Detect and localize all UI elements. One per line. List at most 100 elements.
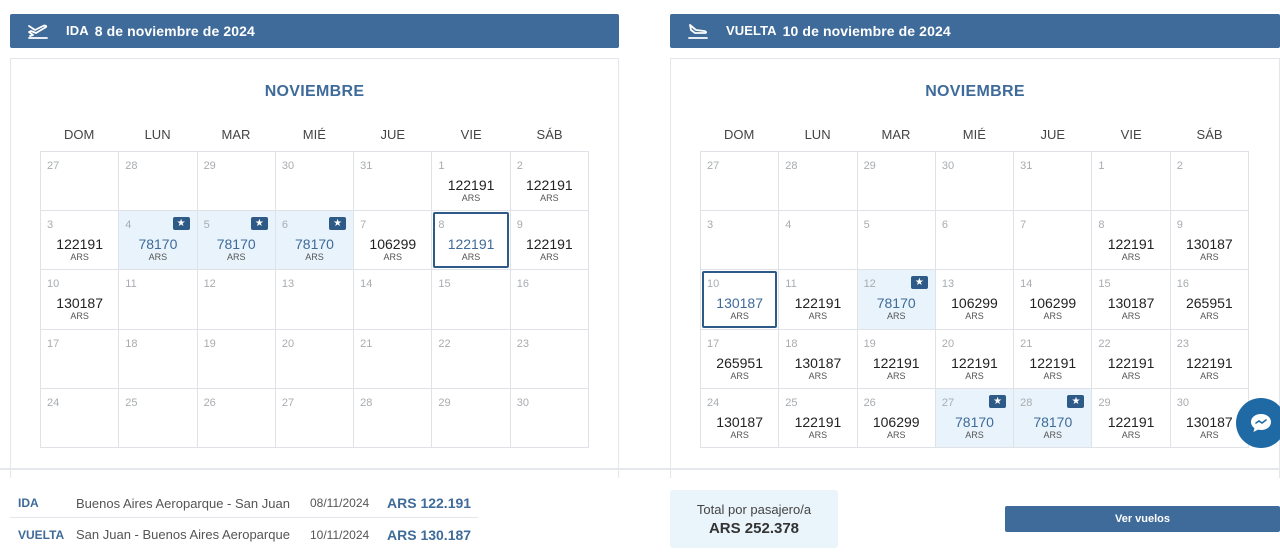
day-number: 7 xyxy=(1020,219,1027,232)
calendar-day[interactable]: 1 122191 ARS xyxy=(432,152,511,212)
calendar-day[interactable]: 25 122191 ARS xyxy=(779,388,858,448)
calendar-day[interactable]: 2 122191 ARS xyxy=(510,152,589,212)
day-number: 24 xyxy=(707,396,720,409)
day-number: 22 xyxy=(1098,337,1111,350)
calendar-day: 26 xyxy=(197,388,276,448)
day-currency: ARS xyxy=(965,311,984,322)
day-currency: ARS xyxy=(540,193,559,203)
calendar-day: 1 xyxy=(1092,152,1171,212)
calendar-day[interactable]: 28 78170 ARS ★ xyxy=(1014,388,1093,448)
calendar-day[interactable]: 19 122191 ARS xyxy=(857,329,936,389)
return-panel: VUELTA 10 de noviembre de 2024 NOVIEMBRE… xyxy=(670,14,1280,478)
calendar-day[interactable]: 4 78170 ARS ★ xyxy=(119,211,198,271)
calendar-day[interactable]: 9 122191 ARS xyxy=(510,211,589,271)
day-price: 122191 xyxy=(1107,413,1155,430)
calendar-day[interactable]: 27 78170 ARS ★ xyxy=(935,388,1015,448)
day-price: 106299 xyxy=(1029,295,1077,312)
weekday-label: SÁB xyxy=(536,127,563,142)
plane-takeoff-icon xyxy=(10,22,66,40)
star-badge-icon: ★ xyxy=(329,217,347,231)
outbound-panel: IDA 8 de noviembre de 2024 NOVIEMBRE DOM… xyxy=(10,14,619,478)
calendar-day-selected[interactable]: 10 130187 ARS xyxy=(701,270,780,330)
day-currency: ARS xyxy=(808,429,828,440)
calendar-day[interactable]: 8 122191 ARS xyxy=(1092,211,1171,271)
day-number: 13 xyxy=(281,278,295,291)
calendar-day[interactable]: 6 78170 ARS ★ xyxy=(275,211,355,271)
day-number: 27 xyxy=(281,396,295,409)
calendar-day[interactable]: 29 122191 ARS xyxy=(1092,388,1171,448)
calendar-day[interactable]: 23 122191 ARS xyxy=(1170,329,1249,389)
summary-outbound-amount: ARS 122.191 xyxy=(387,495,472,511)
day-currency: ARS xyxy=(1200,429,1219,440)
calendar-day-selected[interactable]: 8 122191 ARS xyxy=(432,211,511,271)
day-price: 78170 xyxy=(138,236,178,253)
day-number: 18 xyxy=(125,337,138,350)
day-price: 122191 xyxy=(794,413,842,430)
view-flights-button[interactable]: Ver vuelos xyxy=(1005,506,1280,532)
chat-icon[interactable] xyxy=(1236,398,1280,448)
calendar-day[interactable]: 13 106299 ARS xyxy=(935,270,1015,330)
calendar-day[interactable]: 7 106299 ARS xyxy=(354,211,433,271)
calendar-day: 7 xyxy=(1014,211,1093,271)
calendar-day: 28 xyxy=(354,388,433,448)
return-month-title: NOVIEMBRE xyxy=(925,83,1025,100)
calendar-day: 27 xyxy=(41,152,120,212)
calendar-day: 14 xyxy=(354,270,433,330)
calendar-day[interactable]: 21 122191 ARS xyxy=(1014,329,1093,389)
calendar-day[interactable]: 15 130187 ARS xyxy=(1092,270,1171,330)
calendar-day[interactable]: 9 130187 ARS xyxy=(1170,211,1249,271)
day-number: 28 xyxy=(1020,396,1033,409)
summary-return-date: 10/11/2024 xyxy=(310,527,370,542)
day-price: 78170 xyxy=(955,413,994,430)
summary-return-label: VUELTA xyxy=(18,527,65,542)
summary-divider xyxy=(0,468,1280,470)
day-currency: ARS xyxy=(886,311,906,322)
calendar-day[interactable]: 11 122191 ARS xyxy=(779,270,858,330)
day-currency: ARS xyxy=(1121,252,1141,263)
calendar-day[interactable]: 18 130187 ARS xyxy=(779,329,858,389)
outbound-month-title: NOVIEMBRE xyxy=(264,83,365,100)
calendar-day: 27 xyxy=(701,152,780,212)
day-number: 4 xyxy=(125,219,132,232)
calendar-day[interactable]: 12 78170 ARS ★ xyxy=(857,270,936,330)
day-number: 27 xyxy=(707,160,720,172)
calendar-day[interactable]: 17 265951 ARS xyxy=(701,329,780,389)
calendar-day[interactable]: 14 106299 ARS xyxy=(1014,270,1093,330)
summary-return-amount: ARS 130.187 xyxy=(387,526,472,543)
calendar-day: 29 xyxy=(432,388,511,448)
calendar-day[interactable]: 24 130187 ARS xyxy=(701,388,780,448)
day-number: 22 xyxy=(438,337,451,350)
day-number: 17 xyxy=(707,337,720,350)
day-currency: ARS xyxy=(70,252,89,263)
day-price: 106299 xyxy=(369,236,417,253)
day-price: 78170 xyxy=(876,295,916,312)
day-currency: ARS xyxy=(1121,429,1141,440)
day-number: 15 xyxy=(438,278,451,291)
outbound-header: IDA 8 de noviembre de 2024 xyxy=(10,14,619,48)
calendar-day[interactable]: 16 265951 ARS xyxy=(1170,270,1249,330)
weekday-label: JUE xyxy=(380,127,406,142)
calendar-day: 4 xyxy=(779,211,858,271)
calendar-day[interactable]: 22 122191 ARS xyxy=(1092,329,1171,389)
calendar-day[interactable]: 20 122191 ARS xyxy=(935,329,1015,389)
weekday-label: LUN xyxy=(804,127,831,142)
calendar-day[interactable]: 3 122191 ARS xyxy=(41,211,120,271)
day-currency: ARS xyxy=(226,252,246,263)
calendar-day[interactable]: 5 78170 ARS ★ xyxy=(197,211,276,271)
day-currency: ARS xyxy=(1043,370,1063,381)
return-calendar: NOVIEMBRE DOM LUN MAR MIÉ JUE VIE SÁB 27 28 29 30… xyxy=(670,58,1280,478)
total-label: Total por pasajero/a xyxy=(696,502,812,517)
day-currency: ARS xyxy=(305,252,324,263)
day-number: 28 xyxy=(785,160,798,172)
day-number: 1 xyxy=(1098,160,1105,172)
day-currency: ARS xyxy=(808,370,828,381)
calendar-day[interactable]: 26 106299 ARS xyxy=(857,388,936,448)
day-number: 4 xyxy=(785,219,792,232)
day-number: 2 xyxy=(516,160,523,172)
outbound-day-grid: 27 28 29 30 31 1 122191 ARS 2 122191 ARS 3 122191 ARS… xyxy=(40,151,589,448)
calendar-day[interactable]: 10 130187 ARS xyxy=(41,270,120,330)
weekday-label: JUE xyxy=(1040,127,1066,142)
weekday-label: DOM xyxy=(64,127,95,142)
calendar-day: 23 xyxy=(510,329,589,389)
day-price: 265951 xyxy=(716,354,763,371)
